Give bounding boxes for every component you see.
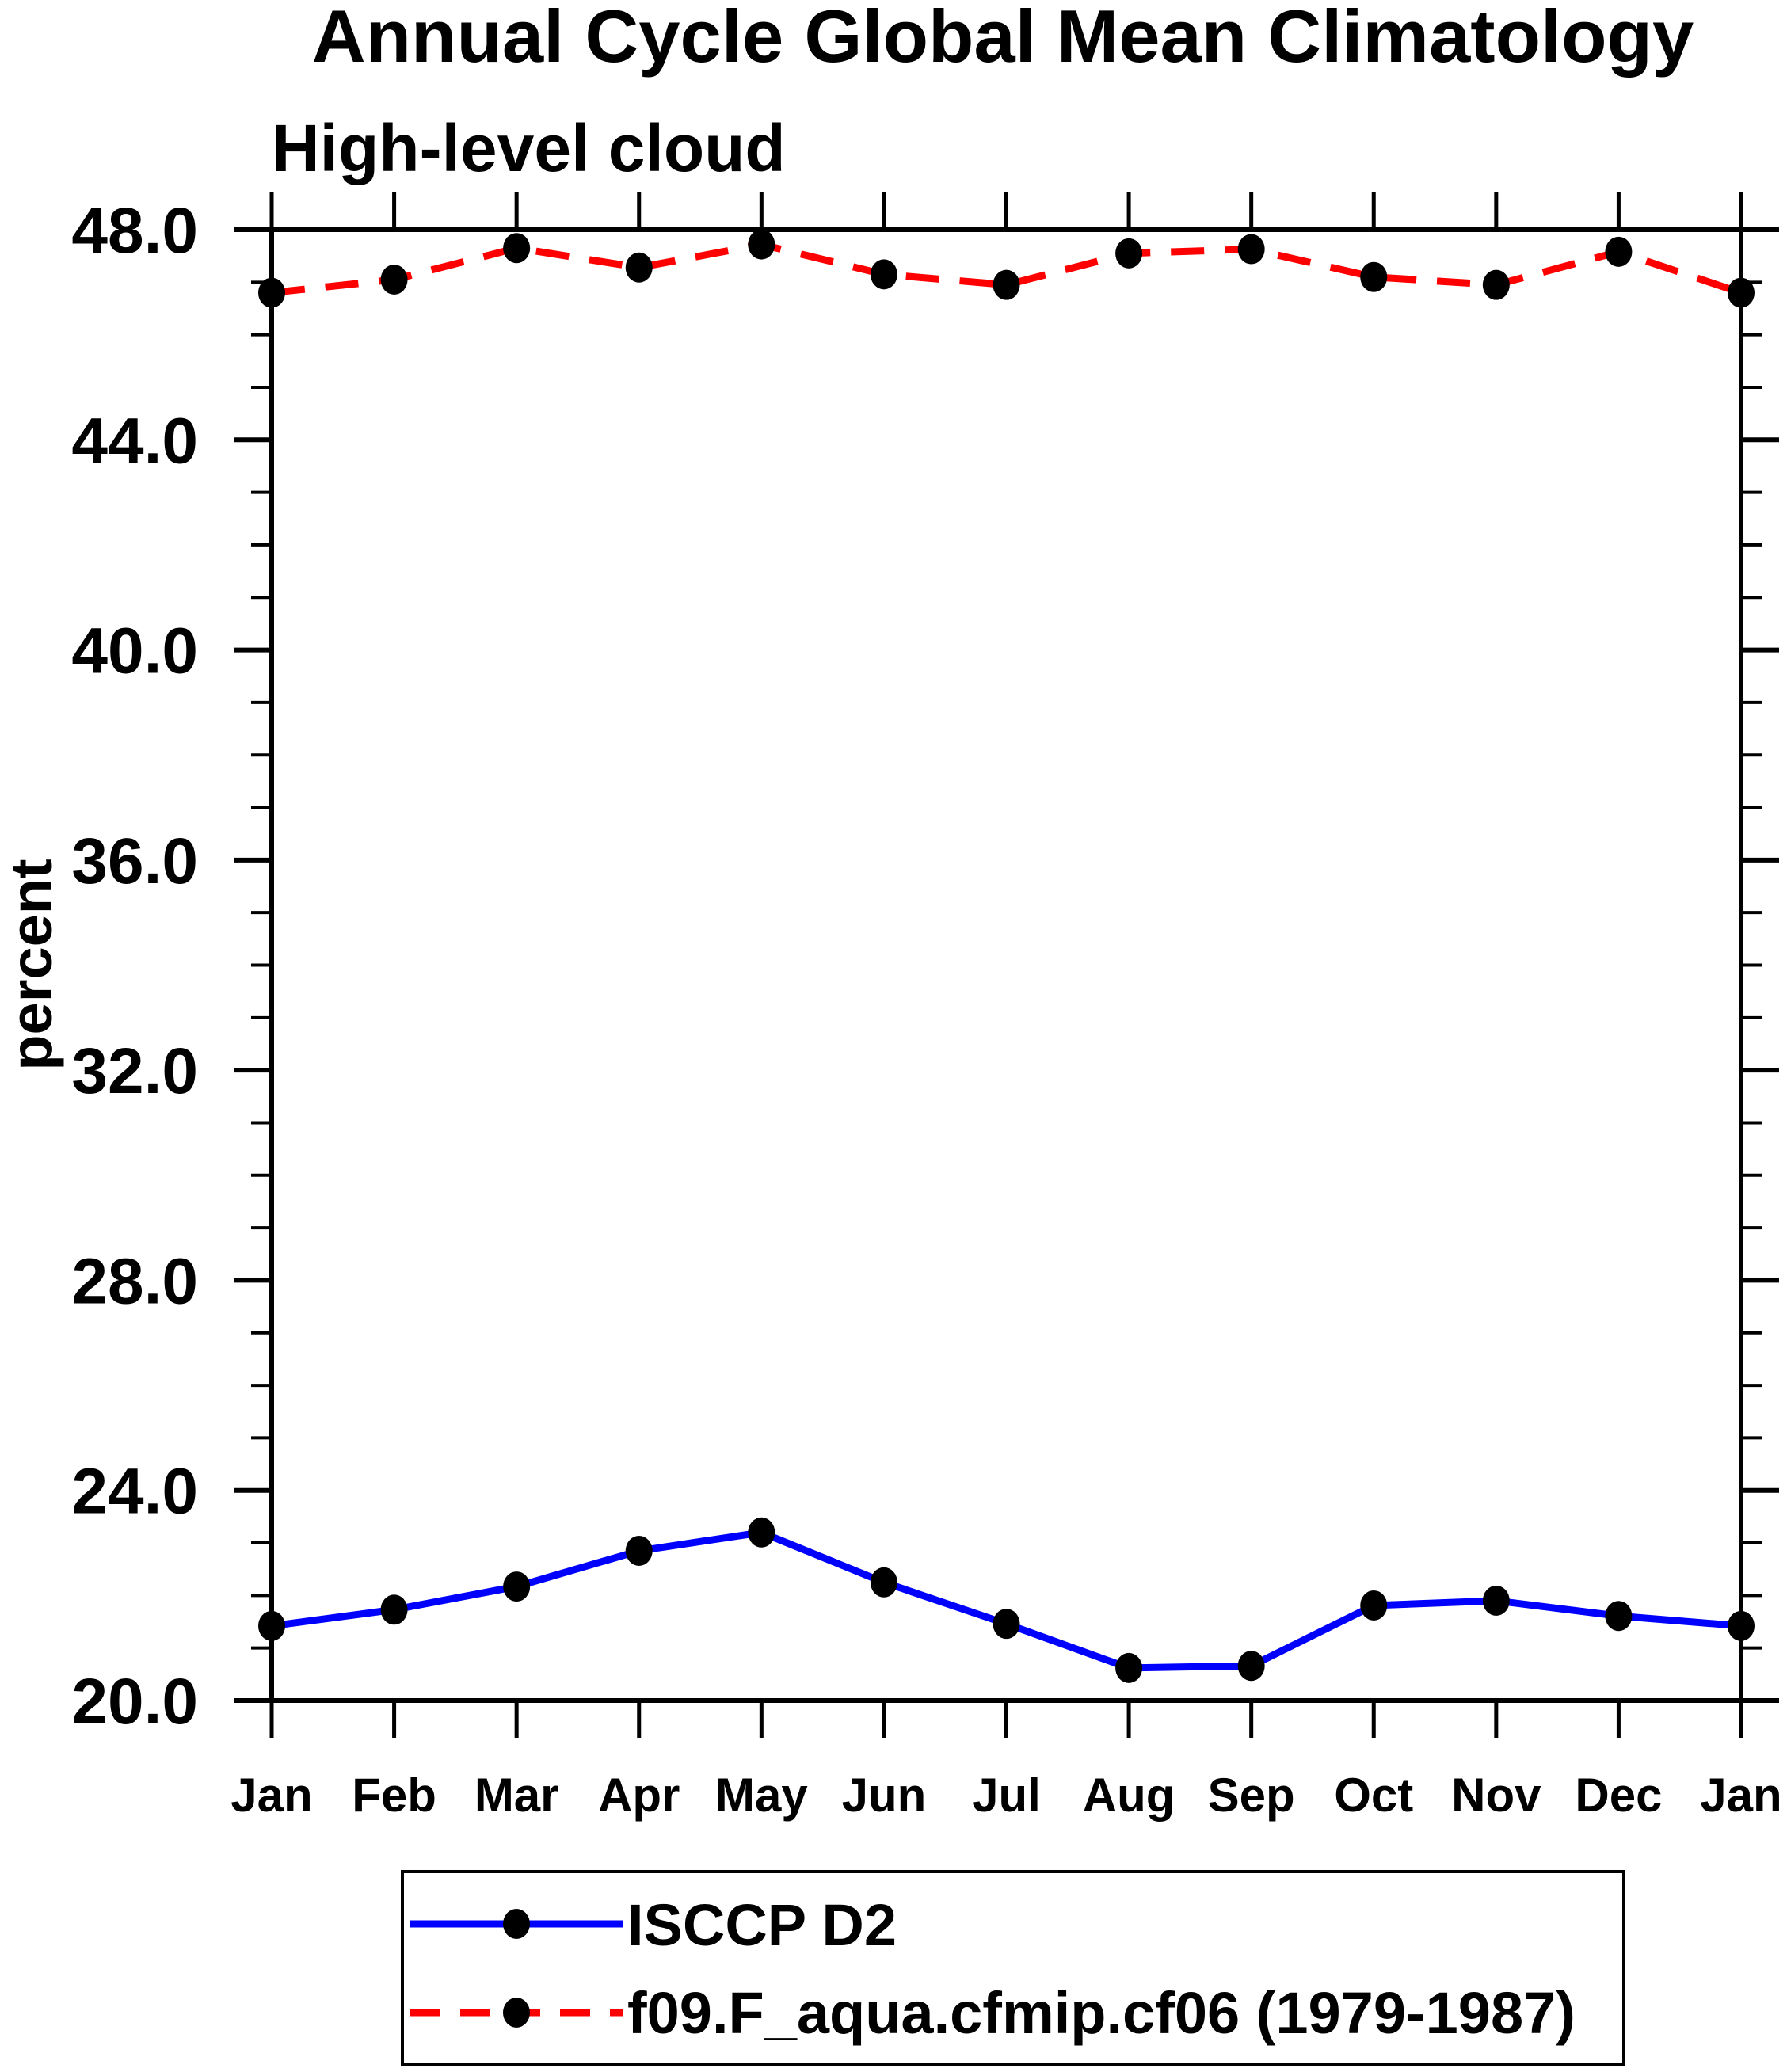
data-point-marker	[1605, 236, 1633, 267]
y-tick-label: 36.0	[71, 825, 198, 897]
x-tick-label: Apr	[598, 1769, 680, 1822]
data-point-marker	[993, 1609, 1020, 1640]
data-series	[258, 229, 1755, 1683]
data-point-marker	[1360, 1590, 1388, 1621]
x-tick-label: Oct	[1334, 1769, 1413, 1822]
legend: ISCCP D2 f09.F_aqua.cfmip.cf06 (1979-198…	[401, 1870, 1625, 2066]
x-tick-label: Mar	[474, 1769, 559, 1822]
plot-frame	[234, 192, 1779, 1738]
data-point-marker	[1115, 238, 1143, 269]
y-tick-label: 28.0	[71, 1245, 198, 1317]
legend-marker-isccp-d2-icon	[503, 1909, 530, 1939]
x-tick-label: Jun	[842, 1769, 927, 1822]
data-point-marker	[870, 1567, 897, 1598]
legend-label-f09: f09.F_aqua.cfmip.cf06 (1979-1987)	[627, 1980, 1576, 2046]
y-tick-label: 20.0	[71, 1666, 198, 1738]
x-tick-label: Jan	[231, 1769, 312, 1822]
y-tick-label: 48.0	[71, 195, 198, 267]
data-point-marker	[1728, 1610, 1755, 1641]
chart-title: Annual Cycle Global Mean Climatology	[312, 0, 1694, 78]
legend-label-isccp-d2: ISCCP D2	[627, 1892, 897, 1958]
x-tick-label: May	[715, 1769, 808, 1822]
y-axis-title: percent	[0, 859, 64, 1070]
x-tick-label: Dec	[1575, 1769, 1662, 1822]
data-point-marker	[380, 265, 408, 295]
data-point-marker	[503, 233, 531, 264]
y-tick-labels: 48.0 44.0 40.0 36.0 32.0 28.0 24.0 20.0	[71, 195, 198, 1738]
data-point-marker	[258, 277, 285, 308]
x-tick-label: Feb	[352, 1769, 436, 1822]
data-point-marker	[625, 1535, 653, 1566]
series-line	[271, 1529, 1742, 1672]
y-tick-label: 40.0	[71, 615, 198, 687]
data-point-marker	[1728, 277, 1755, 308]
x-tick-labels: Jan Feb Mar Apr May Jun Jul Aug Sep Oct Nov Dec Jan	[231, 1769, 1781, 1822]
data-point-marker	[1237, 234, 1265, 265]
data-point-marker	[1237, 1651, 1265, 1682]
data-point-marker	[380, 1594, 408, 1625]
x-tick-label: Jul	[972, 1769, 1041, 1822]
x-tick-label: Sep	[1208, 1769, 1295, 1822]
data-point-marker	[503, 1571, 531, 1602]
data-point-marker	[1605, 1601, 1633, 1632]
axis-box	[269, 227, 1743, 1703]
data-point-marker	[748, 1517, 775, 1548]
data-point-marker	[258, 1610, 285, 1641]
data-point-marker	[1360, 261, 1388, 292]
series-f09-f-aqua-cfmip-cf06-1979-1987-	[258, 229, 1755, 308]
data-point-marker	[870, 259, 897, 290]
data-point-marker	[748, 229, 775, 260]
y-tick-label: 32.0	[71, 1035, 198, 1107]
legend-marker-f09-icon	[503, 1998, 530, 2028]
data-point-marker	[1115, 1652, 1143, 1683]
series-isccp-d2	[258, 1517, 1755, 1683]
chart-subtitle: High-level cloud	[272, 111, 786, 185]
x-tick-label: Jan	[1700, 1769, 1781, 1822]
data-point-marker	[625, 252, 653, 283]
y-tick-label: 44.0	[71, 405, 198, 477]
data-point-marker	[1482, 269, 1510, 300]
x-tick-label: Nov	[1451, 1769, 1541, 1822]
y-tick-label: 24.0	[71, 1456, 198, 1528]
data-point-marker	[993, 269, 1020, 300]
legend-box	[401, 1870, 1625, 2066]
data-point-marker	[1482, 1585, 1510, 1616]
x-tick-label: Aug	[1083, 1769, 1175, 1822]
